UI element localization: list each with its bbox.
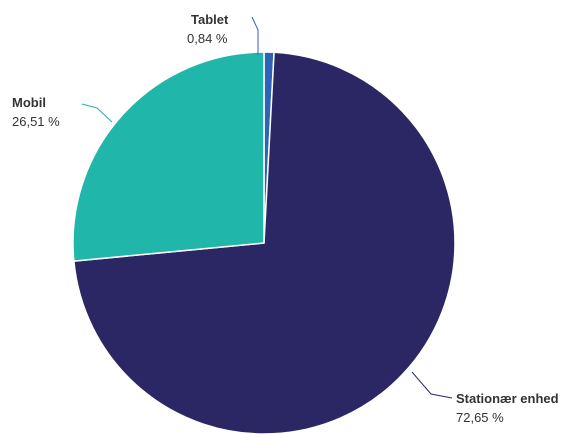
connector-station-r-enhed <box>411 371 453 399</box>
data-labels: Tablet 0,84 % Stationær enhed 72,65 % Mobil 2… <box>12 12 559 425</box>
label-connectors <box>81 16 453 399</box>
pie-slice-mobil[interactable] <box>72 51 265 262</box>
label-name-tablet: Tablet <box>191 12 229 27</box>
connector-mobil <box>81 103 113 123</box>
label-name-station-r-enhed: Stationær enhed <box>456 391 559 406</box>
connector-tablet <box>251 16 259 55</box>
label-name-mobil: Mobil <box>12 95 46 110</box>
pie-slices <box>72 51 456 435</box>
label-value-station-r-enhed: 72,65 % <box>456 410 504 425</box>
label-value-mobil: 26,51 % <box>12 114 60 129</box>
label-value-tablet: 0,84 % <box>187 31 228 46</box>
